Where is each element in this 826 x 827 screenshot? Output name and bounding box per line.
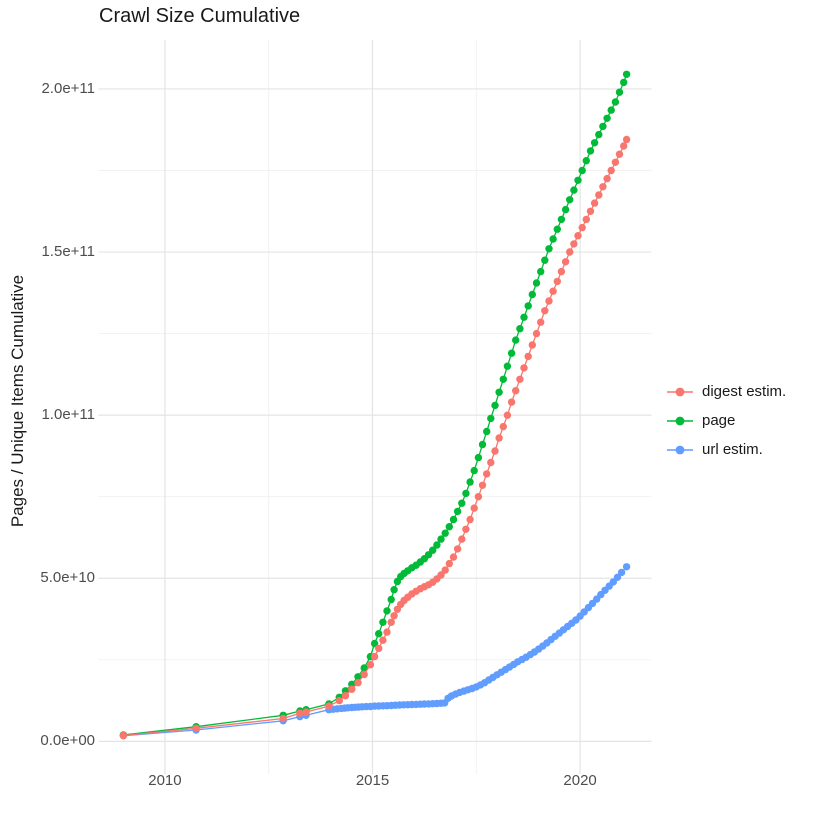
chart-title: Crawl Size Cumulative — [99, 5, 301, 27]
y-tick-label: 0.0e+00 — [40, 732, 95, 750]
legend: digest estim. page url estim. — [666, 377, 786, 464]
y-tick-label: 2.0e+11 — [41, 79, 95, 97]
y-tick-label: 1.0e+11 — [41, 406, 95, 424]
legend-label: url estim. — [702, 441, 763, 458]
legend-label: page — [702, 412, 736, 429]
legend-item: page — [666, 406, 786, 435]
series-line — [123, 566, 628, 737]
x-tick-label: 2020 — [563, 772, 597, 789]
x-tick-label: 2015 — [355, 772, 390, 789]
legend-label: digest estim. — [702, 383, 787, 400]
series-digest-estim — [119, 135, 631, 740]
legend-key-icon — [667, 387, 693, 396]
legend-key-icon — [667, 416, 693, 425]
y-tick-label: 1.5e+11 — [41, 243, 95, 261]
y-axis-title: Pages / Unique Items Cumulative — [8, 274, 27, 528]
x-tick-label: 2010 — [148, 772, 182, 789]
legend-key-icon — [667, 445, 693, 454]
legend-item: digest estim. — [666, 377, 786, 406]
series-url-estim — [119, 563, 631, 740]
y-tick-label: 5.0e+10 — [40, 569, 95, 587]
legend-item: url estim. — [666, 435, 786, 464]
series-line — [123, 74, 628, 736]
